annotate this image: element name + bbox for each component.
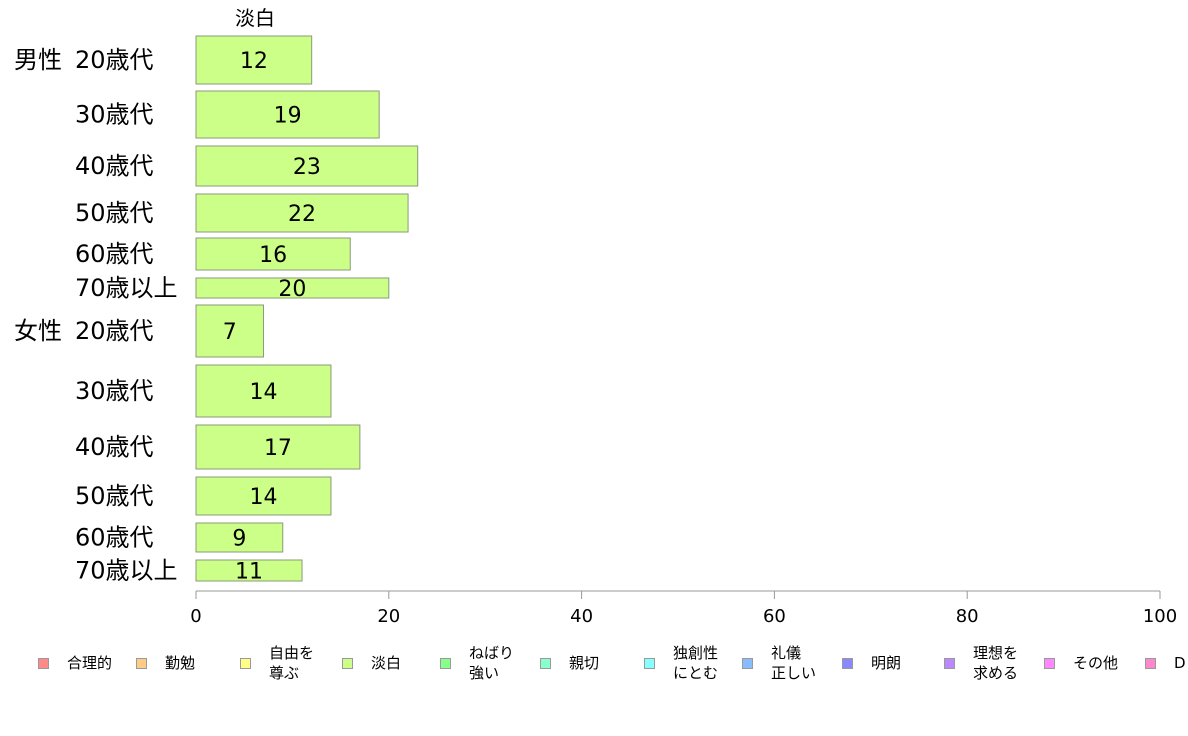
legend-item: 勤勉 <box>136 640 195 686</box>
legend-swatch <box>38 657 49 669</box>
legend-swatch <box>742 657 753 669</box>
category-label: 30歳代 <box>75 377 154 405</box>
legend-swatch <box>644 657 655 669</box>
data-label: 14 <box>249 380 277 405</box>
legend-item: その他 <box>1044 640 1118 686</box>
legend-swatch <box>540 657 551 669</box>
category-label: 60歳代 <box>75 524 154 552</box>
legend-item: 明朗 <box>842 640 901 686</box>
bar <box>195 522 284 553</box>
data-label: 17 <box>264 436 292 461</box>
x-tick-label: 60 <box>763 606 786 627</box>
bar <box>195 304 264 358</box>
legend-item: D <box>1145 640 1186 686</box>
legend-item: 合理的 <box>38 640 112 686</box>
legend-item: ねばり 強い <box>440 640 514 686</box>
legend-label: 親切 <box>569 654 600 672</box>
category-label: 70歳以上 <box>75 274 178 302</box>
bar <box>195 277 390 299</box>
bar <box>195 364 332 418</box>
data-label: 11 <box>235 560 263 585</box>
category-label: 70歳以上 <box>75 557 178 585</box>
category-label: 20歳代 <box>75 46 154 74</box>
legend-swatch <box>136 657 147 669</box>
legend-label: 合理的 <box>67 654 113 672</box>
legend-item: 独創性 にとむ <box>644 640 718 686</box>
series-top-label: 淡白 <box>235 6 275 30</box>
category-label: 30歳代 <box>75 101 154 129</box>
data-label: 20 <box>278 277 306 302</box>
legend: 合理的 勤勉 自由を 尊ぶ 淡白 ねばり 強い 親切 独創性 にとむ 礼儀 正しい 明朗 理想を … <box>0 640 1188 690</box>
legend-item: 淡白 <box>342 640 401 686</box>
data-label: 14 <box>249 485 277 510</box>
category-label: 50歳代 <box>75 482 154 510</box>
bar <box>195 90 380 139</box>
bar <box>195 559 303 582</box>
x-tick-label: 40 <box>570 606 593 627</box>
data-label: 19 <box>274 104 302 129</box>
category-label: 50歳代 <box>75 199 154 227</box>
data-label: 9 <box>232 527 246 552</box>
legend-label: D <box>1174 654 1186 672</box>
legend-label: 明朗 <box>871 654 902 672</box>
legend-label: 自由を 尊ぶ <box>269 644 315 682</box>
group-label: 男性 <box>14 46 62 74</box>
legend-swatch <box>1044 657 1055 669</box>
data-label: 16 <box>259 243 287 268</box>
data-label: 22 <box>288 202 316 227</box>
bar <box>195 476 332 516</box>
legend-item: 礼儀 正しい <box>742 640 816 686</box>
bar <box>195 424 361 470</box>
bar <box>195 35 313 85</box>
legend-label: 淡白 <box>371 654 402 672</box>
x-tick-label: 20 <box>377 606 400 627</box>
legend-item: 自由を 尊ぶ <box>240 640 314 686</box>
legend-label: 独創性 にとむ <box>673 644 719 682</box>
category-label: 40歳代 <box>75 433 154 461</box>
legend-label: ねばり 強い <box>469 644 515 682</box>
data-label: 23 <box>293 155 321 180</box>
group-label: 女性 <box>14 317 62 345</box>
category-label: 40歳代 <box>75 152 154 180</box>
x-tick-label: 100 <box>1143 606 1177 627</box>
category-label: 20歳代 <box>75 317 154 345</box>
legend-label: 勤勉 <box>165 654 196 672</box>
legend-swatch <box>1145 657 1156 669</box>
legend-label: 理想を 求める <box>973 644 1019 682</box>
legend-item: 親切 <box>540 640 599 686</box>
legend-label: 礼儀 正しい <box>771 644 817 682</box>
legend-swatch <box>842 657 853 669</box>
legend-swatch <box>440 657 451 669</box>
x-tick-label: 0 <box>190 606 201 627</box>
legend-swatch <box>240 657 251 669</box>
bar <box>195 237 351 271</box>
bar <box>195 193 409 233</box>
legend-swatch <box>342 657 353 669</box>
data-label: 12 <box>240 49 268 74</box>
bar <box>195 145 419 187</box>
stacked-bar-chart: 淡白20歳代男性30歳代40歳代50歳代60歳代70歳以上20歳代女性30歳代4… <box>14 6 1177 627</box>
legend-swatch <box>944 657 955 669</box>
data-label: 7 <box>223 320 237 345</box>
legend-label: その他 <box>1073 654 1119 672</box>
legend-item: 理想を 求める <box>944 640 1018 686</box>
x-tick-label: 80 <box>956 606 979 627</box>
category-label: 60歳代 <box>75 240 154 268</box>
